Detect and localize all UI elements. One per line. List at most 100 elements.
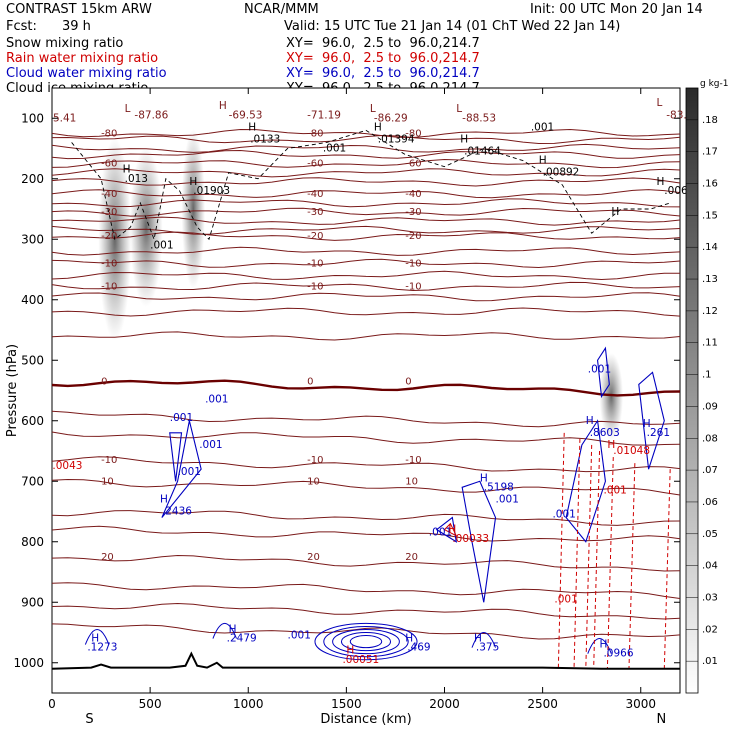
contour-label: H [539,155,547,167]
rain-contour [557,432,565,669]
contour-label: .00051 [342,654,379,666]
header-init: Init: 00 UTC Mon 20 Jan 14 [530,2,703,17]
contour-label: .013 [125,173,148,185]
colorbar-tick-label: .17 [702,147,718,158]
cloud-water-contour-0 [169,432,183,482]
y-tick-label: 1000 [13,656,44,670]
contour-label: .0966 [603,648,633,660]
x-tick-label: 2000 [429,697,460,711]
isotherm-label: -10 [307,258,323,269]
colorbar-tick-label: .05 [702,529,718,540]
contour-label: .001 [554,593,577,605]
contour-label: L [125,103,131,115]
isotherm-line [51,143,681,153]
contour-label: H [219,100,227,112]
colorbar-tick-label: .08 [702,433,718,444]
cloud-water-contour-3 [435,516,458,543]
isotherm-label: 10 [405,476,418,487]
contour-labels: L-87.86H-69.53 -71.19L-86.29L-88.53L-83.0… [52,97,693,666]
colorbar-tick-label: .14 [702,242,718,253]
colorbar-tick-label: .11 [702,338,718,349]
isotherm-line [51,281,681,292]
contour-label: .01048 [613,445,650,457]
isotherm-line [51,189,681,199]
isotherm-label: -60 [405,159,421,170]
contour-label: .01903 [193,185,230,197]
contour-label: H [248,121,256,133]
x-tick-label: 1000 [233,697,264,711]
low-cloud-contour-1 [212,622,237,639]
isotherm-label: -20 [405,231,421,242]
isotherm-line [51,225,681,235]
isotherm-line [51,292,681,302]
x-tick-label: 3000 [625,697,656,711]
colorbar-tick-label: .04 [702,561,718,572]
contour-label: .0043 [52,460,82,472]
rain-contour [593,450,601,669]
isotherm-line [51,158,681,169]
contour-label: .001 [150,239,173,251]
colorbar-tick-label: .18 [702,115,718,126]
contour-label: .261 [647,427,670,439]
isotherm-label: 0 [101,376,107,387]
isotherm-line [51,307,681,317]
snow-shade-3 [599,352,624,441]
contour-label: -69.53 [229,109,263,121]
cloud-water-ring [349,635,383,649]
isotherm-label: -10 [101,281,117,292]
isotherm-line [51,456,681,473]
rain-contour [606,457,614,669]
y-tick-label: 700 [21,474,44,488]
contour-label: H [160,493,168,505]
snow-shade-1 [129,147,163,308]
cloud-water-contour-1 [161,420,202,518]
contour-label: H [607,439,615,451]
colorbar-tick-label: .12 [702,306,718,317]
isotherm-line [51,246,681,256]
colorbar-tick-label: .01 [702,656,718,667]
contour-label: .5198 [484,481,514,493]
header-center: NCAR/MMM [244,2,319,17]
contour-label: .00892 [543,167,580,179]
isotherm-line [51,258,681,269]
header-model: CONTRAST 15km ARW [6,2,152,17]
contour-label: .375 [476,642,499,654]
colorbar-tick-label: .07 [702,465,718,476]
contour-label: H [374,121,382,133]
isotherm-label: -40 [101,189,117,200]
isotherm-label: 20 [101,552,114,563]
isotherm-line [51,128,681,139]
isotherm-label: -60 [307,159,323,170]
y-tick-label: 500 [21,353,44,367]
rain-contour [585,444,593,669]
isotherm-line [51,168,681,178]
field-snow-xy: XY= 96.0, 2.5 to 96.0,214.7 [286,36,480,51]
field-snow-name: Snow mixing ratio [6,36,124,51]
isotherm-label: 10 [307,476,320,487]
y-tick-label: 800 [21,535,44,549]
contour-label: .001 [178,466,201,478]
field-cloudwater-xy: XY= 96.0, 2.5 to 96.0,214.7 [286,66,480,81]
contour-label: H [611,206,619,218]
colorbar-tick-label: .06 [702,497,718,508]
cloud-water-contours [84,346,665,661]
contour-label: .001 [429,527,452,539]
rain-contour [628,463,636,669]
contour-label: .469 [407,642,430,654]
contour-label: H [346,645,354,657]
cloud-ice-contour [71,129,671,241]
cloud-water-ring [314,622,418,661]
contour-label: H [448,524,456,536]
contour-label: H [229,624,237,636]
cloud-ice-contours [71,129,671,241]
endpoint-right-label: N [656,712,666,727]
cloud-water-contour-6 [638,371,665,470]
isotherm-line [51,270,681,281]
x-tick-label: 500 [139,697,162,711]
contour-label: H [405,633,413,645]
contour-label: .8603 [590,427,620,439]
low-cloud-contour-3 [587,638,612,654]
isotherm-label: -10 [101,455,117,466]
